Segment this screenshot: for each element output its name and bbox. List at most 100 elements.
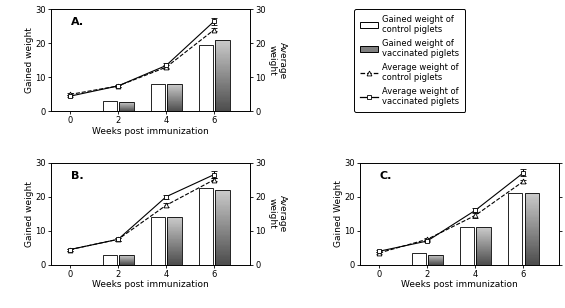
Bar <box>215 207 230 209</box>
Bar <box>167 247 182 248</box>
Bar <box>524 208 539 209</box>
Bar <box>167 234 182 235</box>
Bar <box>476 234 491 235</box>
Bar <box>476 246 491 247</box>
Bar <box>215 209 230 210</box>
Bar <box>167 255 182 256</box>
Bar <box>476 256 491 257</box>
Bar <box>167 90 182 91</box>
Bar <box>167 108 182 109</box>
Bar <box>167 231 182 232</box>
Bar <box>215 94 230 95</box>
Bar <box>167 96 182 97</box>
Bar <box>524 261 539 262</box>
Bar <box>476 237 491 238</box>
Bar <box>215 255 230 256</box>
Bar <box>167 94 182 95</box>
Bar <box>167 225 182 226</box>
Bar <box>215 41 230 42</box>
Bar <box>167 243 182 244</box>
Bar <box>167 84 182 85</box>
Bar <box>215 42 230 43</box>
Bar <box>524 254 539 255</box>
Bar <box>524 249 539 251</box>
Bar <box>215 239 230 240</box>
Bar <box>524 209 539 210</box>
Bar <box>167 106 182 107</box>
Text: A.: A. <box>71 18 84 27</box>
Bar <box>167 97 182 98</box>
Bar <box>167 85 182 86</box>
Bar <box>215 52 230 53</box>
Bar <box>167 88 182 89</box>
Bar <box>476 239 491 240</box>
Bar <box>524 237 539 239</box>
Bar <box>215 230 230 231</box>
Bar <box>167 217 182 218</box>
Bar <box>167 223 182 224</box>
Bar <box>524 242 539 243</box>
Bar <box>215 251 230 252</box>
Bar <box>167 258 182 259</box>
Bar <box>215 252 230 253</box>
Bar <box>476 247 491 248</box>
Bar <box>215 71 230 72</box>
Bar <box>215 57 230 58</box>
Bar <box>476 236 491 237</box>
Bar <box>524 253 539 254</box>
Bar <box>167 253 182 254</box>
Bar <box>524 248 539 249</box>
Bar <box>215 197 230 199</box>
Bar <box>476 245 491 246</box>
Bar <box>167 240 182 241</box>
Bar <box>215 108 230 109</box>
Bar <box>167 236 182 237</box>
Bar <box>524 202 539 203</box>
Bar <box>215 79 230 80</box>
Bar <box>167 95 182 96</box>
Y-axis label: Gained weight: Gained weight <box>25 181 34 247</box>
Bar <box>476 254 491 255</box>
Bar <box>524 227 539 228</box>
Bar <box>167 260 182 261</box>
Bar <box>476 227 491 265</box>
Bar <box>215 247 230 249</box>
Bar <box>215 213 230 214</box>
Bar <box>167 256 182 257</box>
Bar <box>167 249 182 250</box>
Bar <box>476 228 491 229</box>
Bar <box>167 251 182 252</box>
Bar <box>215 64 230 65</box>
Bar <box>215 259 230 260</box>
Bar <box>508 193 522 265</box>
Bar <box>476 235 491 236</box>
Bar <box>215 109 230 110</box>
Bar <box>215 85 230 87</box>
Bar <box>150 84 165 111</box>
Bar <box>215 210 230 211</box>
Bar <box>476 250 491 251</box>
Bar <box>524 264 539 265</box>
X-axis label: Weeks post immunization: Weeks post immunization <box>92 127 209 136</box>
Bar <box>215 227 230 229</box>
Bar <box>215 78 230 79</box>
Bar <box>215 55 230 57</box>
Bar <box>215 66 230 67</box>
Legend: Gained weight of
control piglets, Gained weight of
vaccinated piglets, Average w: Gained weight of control piglets, Gained… <box>354 9 466 112</box>
Bar <box>102 255 117 265</box>
Bar <box>167 250 182 251</box>
Bar <box>215 240 230 241</box>
Bar <box>215 40 230 41</box>
Bar <box>167 102 182 103</box>
Bar <box>215 205 230 206</box>
X-axis label: Weeks post immunization: Weeks post immunization <box>401 280 518 289</box>
Bar <box>215 90 230 91</box>
Bar <box>167 107 182 108</box>
Bar <box>215 202 230 204</box>
Bar <box>167 244 182 245</box>
Bar <box>215 77 230 78</box>
Bar <box>476 251 491 252</box>
Bar <box>199 188 213 265</box>
Bar <box>167 241 182 242</box>
Bar <box>215 241 230 242</box>
